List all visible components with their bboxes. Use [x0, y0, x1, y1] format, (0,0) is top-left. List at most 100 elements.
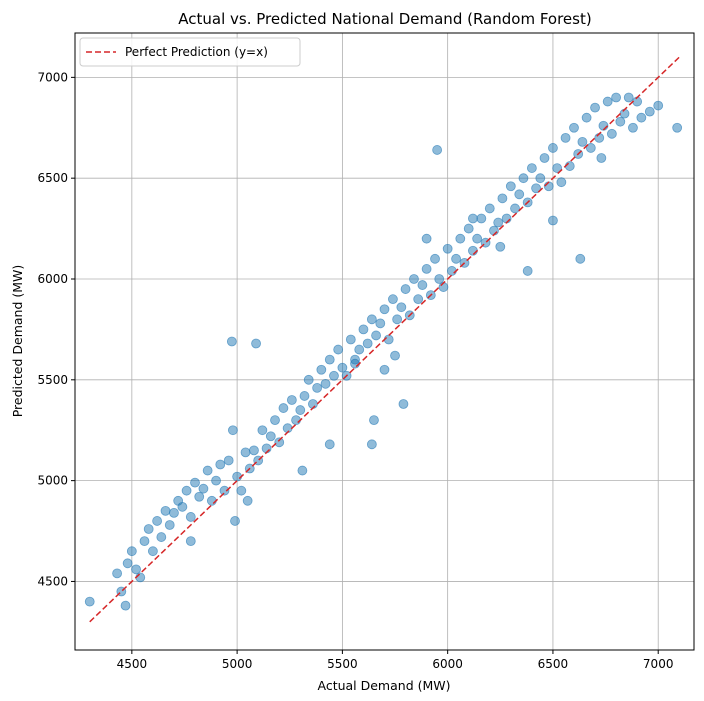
data-point [535, 173, 546, 184]
data-point [510, 203, 520, 214]
data-point [139, 536, 150, 547]
x-axis-ticks: 4500 5000 5500 6000 6500 7000 [117, 650, 674, 671]
data-point [148, 546, 158, 557]
data-point [451, 253, 461, 264]
data-point [257, 425, 268, 436]
data-point [548, 215, 558, 226]
data-point [324, 354, 335, 365]
data-point [518, 173, 529, 184]
legend-box [79, 37, 301, 67]
data-point [468, 213, 478, 224]
data-point [324, 439, 335, 450]
data-point [226, 336, 237, 347]
y-tick-label: 6000 [37, 272, 68, 286]
data-point [358, 324, 369, 335]
data-point [329, 370, 339, 381]
data-point [417, 280, 428, 290]
data-point [585, 143, 596, 153]
data-point [236, 485, 247, 496]
data-point [476, 213, 487, 224]
data-point [556, 177, 567, 188]
data-point [560, 132, 571, 143]
data-point [270, 415, 280, 426]
data-point [611, 92, 621, 103]
data-point [345, 334, 356, 345]
data-point [223, 455, 234, 466]
data-point [432, 145, 443, 155]
data-point [202, 465, 213, 476]
data-point [354, 344, 365, 355]
data-point [320, 378, 331, 389]
data-point [316, 364, 327, 375]
data-point [156, 532, 167, 542]
data-point [623, 92, 634, 103]
data-point [230, 516, 240, 526]
data-point [278, 403, 289, 413]
data-point [596, 153, 607, 163]
data-point [493, 217, 504, 228]
data-point [497, 193, 508, 204]
data-point [575, 253, 586, 264]
legend-label: Perfect Prediction (y=x) [125, 45, 268, 59]
data-point [653, 100, 664, 111]
data-point [375, 318, 386, 329]
y-axis-label: Predicted Demand (MW) [10, 265, 25, 418]
data-point [303, 374, 314, 385]
data-point [628, 122, 638, 133]
data-point [371, 330, 381, 341]
data-point [299, 391, 310, 401]
x-tick-label: 7000 [643, 657, 674, 671]
data-point [249, 445, 259, 456]
data-point [636, 112, 647, 123]
data-point [312, 382, 323, 393]
x-tick-label: 6500 [538, 657, 569, 671]
data-point [615, 116, 626, 127]
data-point [152, 516, 163, 526]
data-point [495, 241, 506, 252]
x-axis-label: Actual Demand (MW) [317, 678, 450, 693]
legend: Perfect Prediction (y=x) [79, 37, 301, 67]
data-point [185, 512, 196, 522]
data-point [337, 362, 348, 373]
data-point [169, 507, 179, 518]
x-tick-label: 6000 [432, 657, 463, 671]
data-point [421, 233, 432, 244]
data-point [131, 564, 141, 575]
data-point [522, 266, 533, 276]
data-point [388, 294, 398, 305]
data-point [164, 520, 175, 530]
data-point [569, 122, 579, 133]
data-point [548, 143, 558, 153]
data-point [181, 485, 192, 496]
data-point [421, 264, 432, 274]
data-point [484, 203, 495, 214]
y-tick-label: 7000 [37, 70, 68, 84]
data-point [333, 344, 344, 355]
data-point [228, 425, 238, 436]
scatter-points [84, 92, 683, 611]
data-point [379, 364, 390, 375]
data-point [434, 274, 445, 284]
data-point [112, 568, 123, 579]
y-tick-label: 4500 [37, 574, 68, 588]
data-point [84, 596, 95, 607]
data-point [143, 524, 154, 534]
y-tick-label: 6500 [37, 171, 68, 185]
y-tick-label: 5000 [37, 474, 68, 488]
data-point [396, 302, 407, 313]
y-tick-label: 5500 [37, 373, 68, 387]
data-point [552, 163, 563, 173]
data-point [379, 304, 390, 315]
data-point [265, 431, 276, 442]
data-point [526, 163, 537, 173]
data-point [463, 223, 474, 234]
data-point [219, 485, 230, 496]
data-point [430, 253, 440, 264]
grid-lines [75, 33, 694, 650]
perfect-prediction-line [89, 56, 680, 623]
data-point [581, 112, 592, 123]
plot-frame [74, 32, 695, 651]
data-point [369, 415, 379, 426]
data-point [190, 477, 200, 488]
data-point [413, 294, 424, 305]
